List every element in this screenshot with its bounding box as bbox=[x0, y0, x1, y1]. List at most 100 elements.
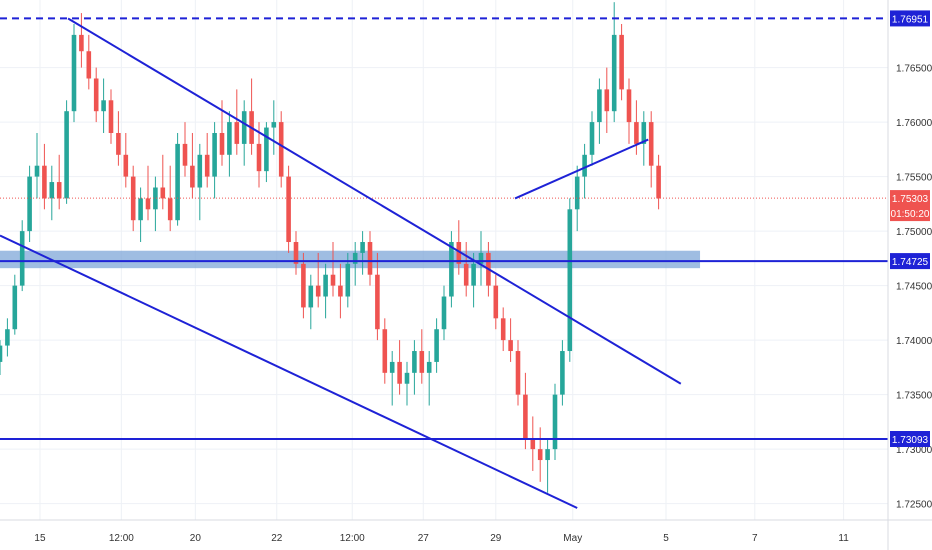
candle-body-down bbox=[123, 154, 129, 177]
candle-body-up bbox=[212, 132, 217, 177]
candle-body-up bbox=[241, 111, 247, 144]
candle-body-up bbox=[560, 351, 565, 395]
time-tick-label: 12:00 bbox=[340, 533, 365, 544]
candle-body-down bbox=[86, 51, 92, 79]
candle-body-up bbox=[64, 111, 69, 199]
candle-body-down bbox=[293, 242, 299, 264]
time-tick-label: 5 bbox=[663, 533, 669, 544]
candle-body-down bbox=[456, 242, 462, 264]
current-price-tag: 1.75303 01:50:20 bbox=[890, 190, 930, 222]
candle-body-up bbox=[138, 198, 143, 221]
candle-body-up bbox=[641, 122, 647, 144]
time-tick-label: 15 bbox=[34, 533, 46, 544]
candle-body-up bbox=[101, 100, 106, 112]
price-tick-label: 1.72500 bbox=[896, 500, 932, 511]
candle-body-up bbox=[597, 89, 602, 123]
candle-body-up bbox=[12, 285, 18, 330]
candle-body-down bbox=[108, 100, 114, 133]
price-tick-label: 1.75500 bbox=[896, 173, 932, 184]
candle-body-up bbox=[34, 165, 40, 177]
trendline[interactable] bbox=[0, 234, 578, 509]
candle-body-down bbox=[219, 132, 225, 155]
support-resistance-zone bbox=[0, 250, 701, 269]
candle-body-up bbox=[478, 252, 484, 264]
candle-body-up bbox=[441, 296, 447, 330]
candle-body-down bbox=[330, 274, 336, 286]
level-price-tag: 1.76951 bbox=[890, 10, 930, 27]
candle-body-down bbox=[160, 187, 166, 199]
candle-body-up bbox=[175, 143, 180, 221]
candle-body-down bbox=[256, 143, 262, 172]
candle-body-up bbox=[567, 209, 573, 352]
current-price-tag-text: 1.75303 bbox=[892, 194, 929, 205]
price-tick-label: 1.73000 bbox=[896, 445, 932, 456]
candle-body-down bbox=[634, 122, 639, 144]
candle-body-up bbox=[426, 361, 432, 373]
candle-body-up bbox=[197, 154, 203, 188]
time-axis[interactable]: 15 12:00 20 22 12:00 27 29 May 5 7 11 bbox=[34, 533, 849, 544]
candle-body-up bbox=[323, 274, 328, 297]
candle-body-up bbox=[552, 394, 558, 450]
candle-body-down bbox=[145, 198, 151, 210]
price-axis[interactable]: 1.72500 1.73000 1.73500 1.74000 1.74500 1.750… bbox=[896, 64, 932, 511]
candle-body-up bbox=[49, 182, 55, 199]
candle-body-down bbox=[648, 122, 654, 166]
candle-body-up bbox=[345, 263, 351, 297]
candle-body-up bbox=[574, 176, 580, 210]
candle-body-down bbox=[167, 198, 173, 221]
time-tick-label: 7 bbox=[752, 533, 758, 544]
candle-body-down bbox=[382, 329, 388, 373]
price-tick-label: 1.73500 bbox=[896, 391, 932, 402]
candle-body-down bbox=[463, 263, 469, 286]
current-price-tag-text: 01:50:20 bbox=[891, 209, 930, 220]
level-price-tag: 1.74725 bbox=[890, 253, 930, 270]
candle-body-down bbox=[375, 274, 380, 330]
candle-body-down bbox=[626, 89, 632, 123]
candle-body-up bbox=[611, 34, 617, 112]
level-price-tag-text: 1.74725 bbox=[892, 257, 929, 268]
candle-body-down bbox=[278, 122, 284, 177]
candle-body-up bbox=[545, 449, 550, 461]
price-tick-label: 1.75000 bbox=[896, 227, 932, 238]
candle-body-up bbox=[27, 176, 32, 232]
time-tick-label: 11 bbox=[838, 533, 849, 544]
candle-body-down bbox=[338, 285, 343, 297]
candle-body-down bbox=[182, 143, 188, 166]
candle-body-down bbox=[93, 78, 99, 112]
candle-body-up bbox=[308, 285, 314, 308]
trendlines[interactable] bbox=[0, 17, 682, 509]
candle-body-down bbox=[301, 263, 306, 308]
candle-body-down bbox=[515, 351, 521, 395]
time-tick-label: 22 bbox=[271, 533, 283, 544]
level-price-tag: 1.73093 bbox=[890, 431, 930, 448]
candle-body-down bbox=[56, 182, 62, 199]
price-tick-label: 1.76500 bbox=[896, 64, 932, 75]
time-tick-label: 27 bbox=[418, 533, 430, 544]
price-tags: 1.76951 1.74725 1.73093 1.75303 01:50:20 bbox=[890, 10, 930, 448]
candle-body-up bbox=[404, 372, 410, 384]
candle-body-up bbox=[153, 187, 158, 210]
candle-body-up bbox=[71, 34, 77, 112]
candle-body-up bbox=[264, 127, 269, 172]
candle-body-up bbox=[271, 122, 277, 128]
candle-body-up bbox=[0, 345, 3, 362]
price-tick-label: 1.74000 bbox=[896, 336, 932, 347]
candle-body-down bbox=[530, 438, 536, 450]
trendline[interactable] bbox=[67, 17, 682, 385]
candle-body-up bbox=[449, 242, 454, 297]
candle-body-down bbox=[604, 89, 610, 112]
candle-body-up bbox=[471, 263, 476, 286]
trendline[interactable] bbox=[514, 138, 649, 200]
candle-body-down bbox=[204, 154, 210, 177]
candle-body-up bbox=[389, 361, 395, 373]
candle-body-up bbox=[434, 329, 439, 362]
horizontal-levels[interactable] bbox=[0, 17, 888, 441]
zone-rect bbox=[0, 250, 701, 269]
candle-body-down bbox=[286, 176, 291, 243]
candle-body-down bbox=[234, 122, 240, 144]
candle-body-down bbox=[537, 449, 543, 461]
candle-body-down bbox=[508, 340, 513, 352]
candlestick-series bbox=[0, 2, 661, 493]
time-tick-label: 20 bbox=[190, 533, 202, 544]
